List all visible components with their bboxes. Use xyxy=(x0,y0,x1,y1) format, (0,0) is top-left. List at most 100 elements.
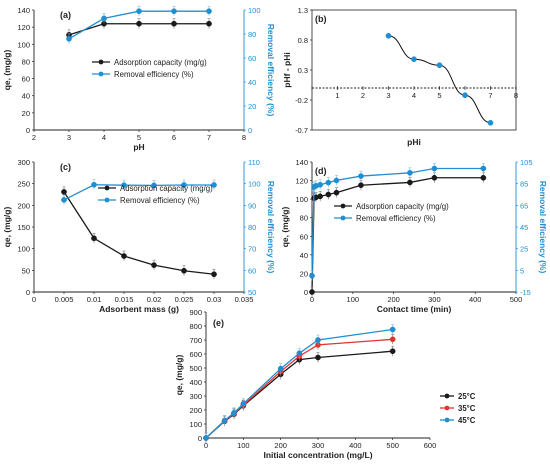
x-tick-label: 400 xyxy=(469,295,482,304)
x-tick-label: 0.01 xyxy=(87,295,102,304)
panel-label: (a) xyxy=(60,10,71,20)
chart-panel-d: 0 20 40 60 80 100 120 140 0 100 200 300 400 500 Contac… xyxy=(280,158,548,314)
y2-tick-label: 45 xyxy=(520,223,528,232)
x-tick-label: 4 xyxy=(412,91,416,100)
data-point xyxy=(171,20,177,27)
y-tick-label: 0 xyxy=(26,126,30,135)
y-tick-label: 0 xyxy=(304,288,308,297)
data-point xyxy=(431,165,438,172)
y-tick-label: 120 xyxy=(295,177,308,186)
chart-panel-a: 0 20 40 60 80 100 120 140 2 3 4 5 6 7 8 pH qe, (mg/g) 0 20… xyxy=(2,5,276,152)
y2-axis-label: Removal efficiency (%) xyxy=(266,181,276,274)
data-point xyxy=(136,8,142,15)
legend-swatch-marker xyxy=(98,71,104,77)
legend-swatch-marker xyxy=(444,417,450,423)
y-tick-label: 0.3 xyxy=(298,66,308,75)
data-point xyxy=(181,267,187,274)
data-point xyxy=(389,348,396,355)
data-point xyxy=(389,326,396,333)
y-tick-label: 140 xyxy=(295,158,308,167)
y2-tick-label: 25 xyxy=(520,245,528,254)
y-tick-label: 60 xyxy=(300,232,308,241)
y-tick-label: 100 xyxy=(17,245,30,254)
y2-tick-label: 85 xyxy=(520,180,528,189)
data-point xyxy=(317,181,324,188)
x-tick-label: 300 xyxy=(428,295,441,304)
x-tick-label: 0.025 xyxy=(175,295,194,304)
y-tick-label: 300 xyxy=(189,392,202,401)
legend-entry: 25°C xyxy=(458,392,476,401)
data-point xyxy=(309,289,315,295)
y2-tick-label: 110 xyxy=(248,158,260,167)
data-point xyxy=(296,350,303,357)
legend-swatch-marker xyxy=(444,405,450,411)
legend-entry: Removal efficiency (%) xyxy=(114,70,194,79)
x-tick-label: 0.035 xyxy=(235,295,254,304)
legend-swatch-marker xyxy=(98,59,104,65)
legend-swatch-marker xyxy=(340,203,346,209)
y-tick-label: -0.7 xyxy=(295,126,308,135)
x-axis-label: pH xyxy=(133,142,144,152)
data-point xyxy=(121,182,127,189)
y-tick-label: 900 xyxy=(189,308,202,317)
x-tick-label: 0 xyxy=(310,295,314,304)
x-tick-label: 0.005 xyxy=(55,295,74,304)
legend-swatch-marker xyxy=(104,185,110,191)
y-axis-label: pHf - pHi xyxy=(282,52,292,87)
x-tick-label: 6 xyxy=(172,133,176,142)
y-tick-label: 60 xyxy=(22,75,30,84)
y-tick-label: 300 xyxy=(17,158,30,167)
chart-panel-c: 0 50 100 150 200 250 300 0 0.005 0.01 0.015 0.02 0.0… xyxy=(2,158,276,314)
data-point xyxy=(407,179,413,186)
data-point xyxy=(480,165,487,172)
data-point xyxy=(121,253,127,259)
x-tick-label: 0.02 xyxy=(147,295,162,304)
legend-entry: 45°C xyxy=(458,416,476,425)
panel-label: (e) xyxy=(213,318,224,328)
x-tick-label: 5 xyxy=(437,91,441,100)
data-point xyxy=(436,62,443,69)
data-point xyxy=(91,181,97,188)
y-axis-label: qe, (mg/g) xyxy=(174,355,184,396)
y-tick-label: 500 xyxy=(189,364,202,373)
data-point xyxy=(206,8,212,15)
data-point xyxy=(151,182,157,189)
legend-swatch-marker xyxy=(340,215,346,221)
data-point xyxy=(315,354,321,361)
y-tick-label: -0.2 xyxy=(295,96,308,105)
y-tick-label: 150 xyxy=(17,223,30,232)
x-tick-label: 0 xyxy=(32,295,36,304)
y2-tick-label: 50 xyxy=(248,288,256,297)
x-tick-label: 2 xyxy=(32,133,36,142)
y-tick-label: 50 xyxy=(22,266,30,275)
y2-tick-label: 105 xyxy=(520,158,533,167)
data-point xyxy=(389,336,396,343)
y2-tick-label: 80 xyxy=(248,223,256,232)
data-point xyxy=(211,271,217,278)
data-point xyxy=(277,365,284,372)
y2-tick-label: 40 xyxy=(248,78,256,87)
x-tick-label: 0.03 xyxy=(207,295,222,304)
x-axis-label: pHi xyxy=(407,137,421,147)
data-point xyxy=(411,56,417,63)
data-point xyxy=(181,182,187,188)
x-tick-label: 100 xyxy=(347,295,360,304)
y2-axis-label: Removal efficiency (%) xyxy=(266,24,276,117)
y-tick-label: 200 xyxy=(17,201,30,210)
legend-entry: 35°C xyxy=(458,404,476,413)
x-axis-label: Initial concentration (mg/L) xyxy=(263,450,372,460)
data-point xyxy=(309,272,315,279)
x-tick-label: 0 xyxy=(204,441,208,450)
y-tick-label: 1.3 xyxy=(298,6,308,15)
data-point xyxy=(358,173,364,179)
x-tick-label: 200 xyxy=(274,441,287,450)
y-tick-label: 40 xyxy=(300,251,308,260)
data-point xyxy=(91,235,97,242)
y2-tick-label: 5 xyxy=(520,266,524,275)
data-point xyxy=(240,400,247,407)
data-point xyxy=(431,174,438,181)
legend-swatch-marker xyxy=(444,393,450,399)
y2-tick-label: -15 xyxy=(520,288,531,297)
data-point xyxy=(317,193,324,200)
